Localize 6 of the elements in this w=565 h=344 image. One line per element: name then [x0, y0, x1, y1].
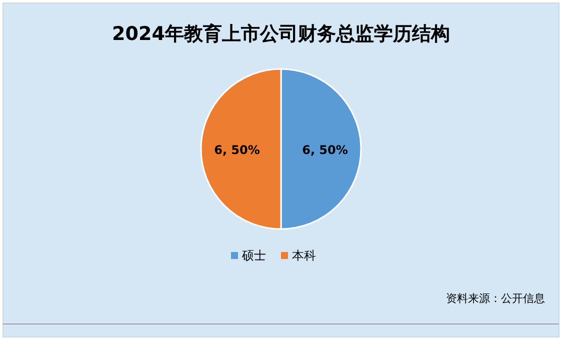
legend-label: 本科: [292, 248, 316, 262]
chart-title: 2024年教育上市公司财务总监学历结构: [112, 23, 450, 45]
text: 资料来源：公开信息: [446, 292, 545, 305]
data-label: 6, 50%: [302, 143, 348, 157]
legend-label: 硕士: [241, 248, 266, 262]
data-label: 6, 50%: [214, 143, 260, 157]
